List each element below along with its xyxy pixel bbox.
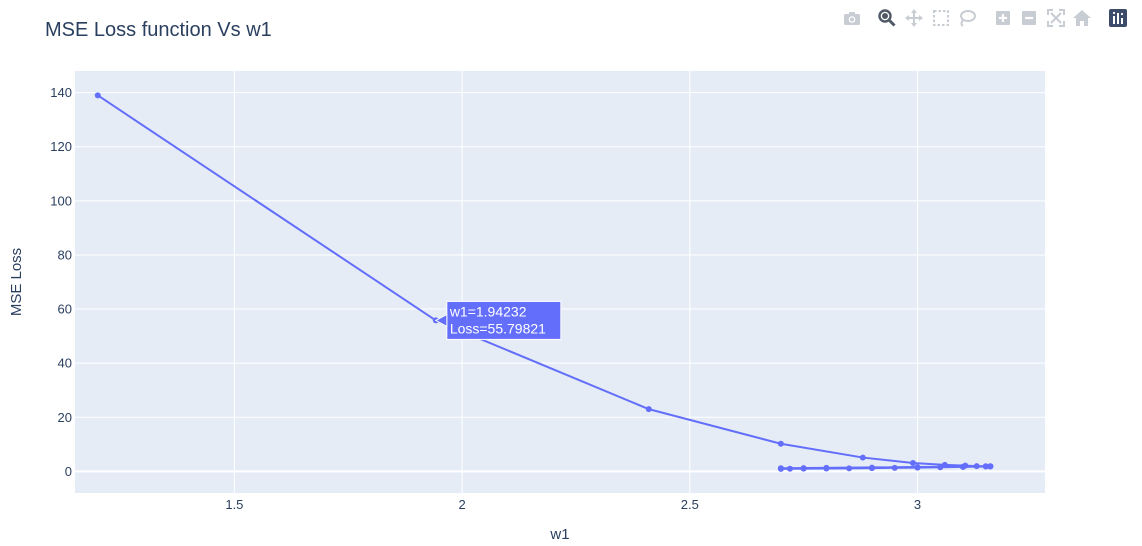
data-point — [645, 406, 652, 413]
x-axis-title: w1 — [549, 526, 569, 543]
data-point — [823, 464, 830, 471]
pan-icon[interactable] — [904, 8, 924, 28]
data-point — [941, 461, 948, 468]
hover-text-line2: Loss=55.79821 — [450, 320, 546, 336]
series-line — [97, 94, 992, 470]
x-gridlines — [233, 71, 918, 493]
data-point — [909, 459, 916, 466]
data-point — [777, 440, 784, 447]
y-tick-label: 0 — [65, 464, 72, 479]
zoom-icon[interactable] — [877, 8, 897, 28]
hover-tooltip: w1=1.94232 Loss=55.79821 — [434, 300, 562, 340]
y-tick-label: 20 — [58, 410, 72, 425]
x-tick-label: 1.5 — [225, 497, 243, 512]
data-point — [914, 464, 921, 471]
zoom-out-icon[interactable] — [1019, 8, 1039, 28]
x-tick-label: 2.5 — [681, 497, 699, 512]
box-select-icon[interactable] — [931, 8, 951, 28]
data-point — [786, 465, 793, 472]
autoscale-icon[interactable] — [1046, 8, 1066, 28]
data-point — [859, 454, 866, 461]
x-tick-labels: 1.5 2 2.5 3 — [225, 497, 921, 512]
data-point — [94, 92, 101, 99]
data-point — [846, 465, 853, 472]
data-point — [960, 463, 967, 470]
series-group — [94, 92, 994, 472]
data-point — [973, 463, 980, 470]
data-point — [937, 464, 944, 471]
y-tick-label: 40 — [58, 356, 72, 371]
data-point — [982, 463, 989, 470]
hover-text-line1: w1=1.94232 — [449, 303, 527, 319]
x-tick-label: 2 — [458, 497, 465, 512]
hover-arrow — [434, 313, 448, 328]
y-tick-label: 100 — [50, 193, 72, 208]
data-point — [777, 465, 784, 472]
chart-title: MSE Loss function Vs w1 — [45, 19, 272, 41]
lasso-select-icon[interactable] — [957, 8, 977, 28]
zoom-in-icon[interactable] — [993, 8, 1013, 28]
y-tick-label: 140 — [50, 85, 72, 100]
plot-area[interactable] — [75, 71, 1045, 493]
x-tick-label: 3 — [914, 497, 921, 512]
data-point — [987, 463, 994, 470]
y-tick-label: 120 — [50, 139, 72, 154]
data-point — [800, 465, 807, 472]
camera-icon[interactable] — [842, 8, 862, 28]
y-tick-label: 80 — [58, 247, 72, 262]
y-tick-label: 60 — [58, 302, 72, 317]
y-tick-labels: 0 20 40 60 80 100 120 140 — [50, 85, 72, 479]
data-point — [868, 464, 875, 471]
y-gridlines — [75, 92, 1045, 473]
y-axis-title: MSE Loss — [8, 248, 25, 316]
plotly-logo-icon[interactable] — [1108, 8, 1128, 28]
data-point — [891, 464, 898, 471]
reset-axes-icon[interactable] — [1072, 8, 1092, 28]
